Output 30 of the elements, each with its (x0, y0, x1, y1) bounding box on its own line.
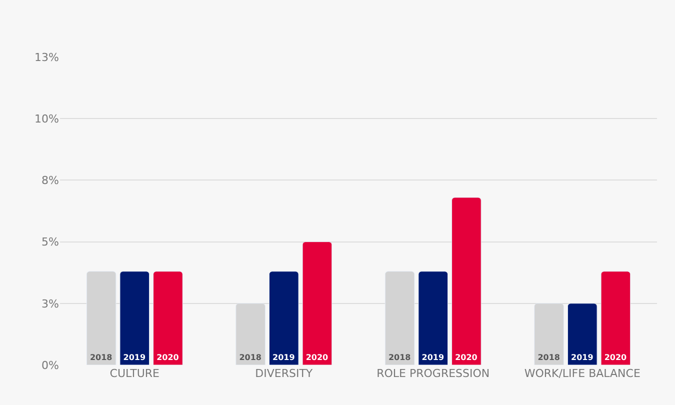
text: 2020 (306, 353, 328, 362)
text: 2018 (239, 353, 262, 362)
y-tick-label: 10% (34, 112, 59, 126)
x-tick-label: DIVERSITY (255, 367, 313, 380)
x-tick-label: WORK/LIFE BALANCE (524, 367, 640, 380)
text: 2020 (604, 353, 627, 362)
bar (418, 271, 448, 365)
text: 2020 (455, 353, 478, 362)
text: 2018 (388, 353, 411, 362)
y-tick-label: 5% (42, 236, 59, 249)
bar (120, 271, 150, 365)
bar (452, 197, 482, 365)
y-tick-label: 8% (42, 174, 59, 188)
bar (302, 242, 332, 365)
text: 2019 (571, 353, 594, 362)
series-label: 2019 (123, 353, 146, 362)
y-tick-label: 13% (34, 50, 59, 64)
y-tick-label: 3% (42, 297, 59, 310)
bar (153, 271, 183, 365)
bar (567, 303, 598, 365)
text: 2018 (538, 353, 560, 362)
series-label: 2018 (90, 353, 113, 362)
text: 2019 (422, 353, 444, 362)
x-tick-label: CULTURE (110, 367, 160, 380)
text: 2019 (272, 353, 295, 362)
x-tick-label: ROLE PROGRESSION (376, 367, 490, 380)
bar (600, 271, 631, 365)
y-tick-label: 0% (42, 358, 59, 372)
bar (268, 271, 299, 365)
series-label: 2020 (156, 353, 180, 362)
